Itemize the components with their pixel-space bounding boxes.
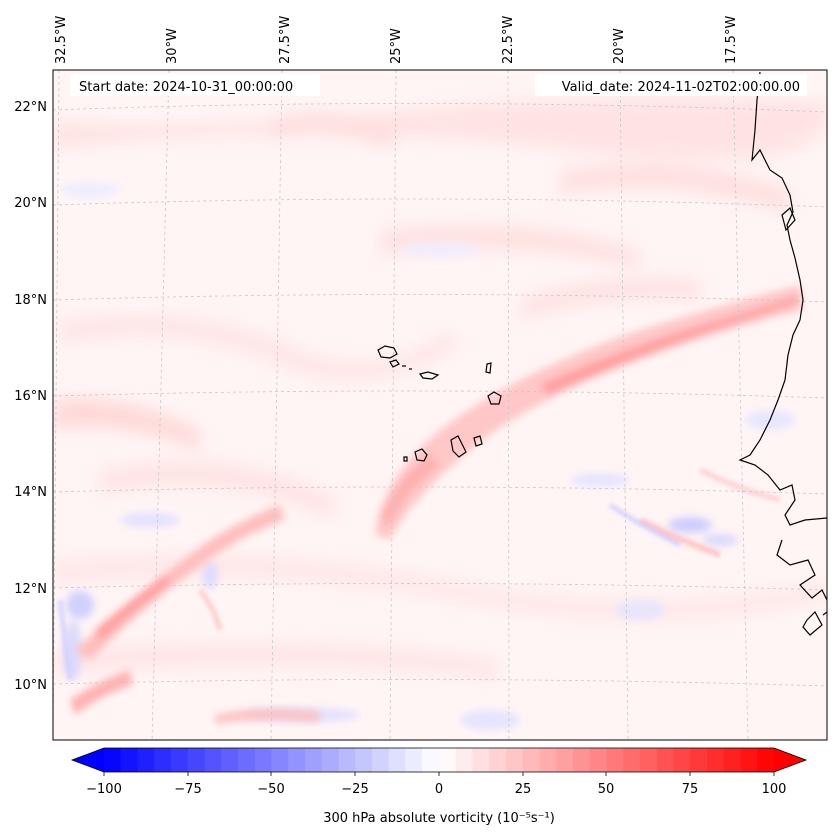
colorbar-segment xyxy=(120,748,139,772)
colorbar-segment xyxy=(154,748,172,772)
colorbar-tick-label: 75 xyxy=(682,782,699,797)
colorbar-segment xyxy=(254,748,273,772)
lat-label: 20°N xyxy=(14,196,47,211)
colorbar-segments xyxy=(104,748,775,772)
colorbar-segment xyxy=(690,748,708,772)
colorbar-segment xyxy=(187,748,206,772)
vorticity-field xyxy=(53,96,827,730)
colorbar-segment xyxy=(338,748,356,772)
lon-label: 27.5°W xyxy=(278,16,293,64)
colorbar-tick-label: 100 xyxy=(762,782,787,797)
colorbar-segment xyxy=(539,748,557,772)
lon-label: 20°W xyxy=(612,28,627,64)
colorbar-segment xyxy=(405,748,423,772)
lat-label: 12°N xyxy=(14,582,47,597)
colorbar-tick-labels: −100 −75 −50 −25 0 25 50 75 100 xyxy=(86,782,786,797)
map-frame xyxy=(52,69,828,741)
lat-label: 18°N xyxy=(14,293,47,308)
colorbar-segment xyxy=(439,748,457,772)
colorbar-segment xyxy=(573,748,591,772)
map-panel: Start date: 2024-10-31_00:00:00 Valid_da… xyxy=(52,69,828,741)
colorbar-segment xyxy=(606,748,624,772)
colorbar-segment xyxy=(204,748,222,772)
colorbar-segment xyxy=(321,748,340,772)
lon-label: 25°W xyxy=(389,28,404,64)
colorbar-segment xyxy=(137,748,155,772)
graticule xyxy=(53,70,827,740)
colorbar-segment xyxy=(673,748,691,772)
colorbar-tick-label: 25 xyxy=(515,782,532,797)
colorbar-tick-label: −50 xyxy=(257,782,284,797)
colorbar-tick-label: 50 xyxy=(598,782,615,797)
colorbar-tick-label: 0 xyxy=(435,782,443,797)
start-date-text: Start date: 2024-10-31_00:00:00 xyxy=(79,80,293,95)
colorbar-extend-low xyxy=(72,748,104,772)
colorbar-segment xyxy=(740,748,758,772)
lon-label: 30°W xyxy=(165,28,180,64)
colorbar-segment xyxy=(372,748,390,772)
lat-label: 14°N xyxy=(14,485,47,500)
colorbar-segment xyxy=(656,748,675,772)
colorbar-ticks xyxy=(103,772,775,776)
colorbar-segment xyxy=(171,748,189,772)
colorbar-segment xyxy=(589,748,608,772)
coastline xyxy=(738,71,827,636)
cape-verde-islands xyxy=(377,345,502,462)
start-date-annotation: Start date: 2024-10-31_00:00:00 xyxy=(70,74,320,96)
colorbar-segment xyxy=(422,748,440,772)
colorbar-segment xyxy=(238,748,256,772)
colorbar-tick-label: −25 xyxy=(341,782,368,797)
colorbar: −100 −75 −50 −25 0 25 50 75 100 300 hPa … xyxy=(70,747,808,826)
colorbar-segment xyxy=(305,748,323,772)
colorbar-segment xyxy=(556,748,574,772)
valid-date-annotation: Valid_date: 2024-11-02T02:00:00.00 xyxy=(535,74,807,96)
colorbar-segment xyxy=(388,748,407,772)
colorbar-segment xyxy=(640,748,658,772)
valid-date-text: Valid_date: 2024-11-02T02:00:00.00 xyxy=(562,80,800,95)
lon-label: 32.5°W xyxy=(54,16,69,64)
colorbar-segment xyxy=(221,748,239,772)
colorbar-segment xyxy=(271,748,289,772)
colorbar-segment xyxy=(707,748,725,772)
colorbar-segment xyxy=(623,748,641,772)
colorbar-tick-label: −100 xyxy=(86,782,122,797)
colorbar-segment xyxy=(723,748,742,772)
lon-label: 22.5°W xyxy=(501,16,516,64)
lat-label: 22°N xyxy=(14,100,47,115)
colorbar-segment xyxy=(489,748,507,772)
longitude-labels: 32.5°W 30°W 27.5°W 25°W 22.5°W 20°W 17.5… xyxy=(54,16,739,64)
colorbar-segment xyxy=(104,748,122,772)
colorbar-segment xyxy=(506,748,524,772)
colorbar-segment xyxy=(757,748,775,772)
colorbar-segment xyxy=(355,748,373,772)
lat-label: 10°N xyxy=(14,678,47,693)
colorbar-tick-label: −75 xyxy=(174,782,201,797)
colorbar-segment xyxy=(472,748,490,772)
latitude-labels: 22°N 20°N 18°N 16°N 14°N 12°N 10°N xyxy=(14,100,47,693)
colorbar-extend-high xyxy=(774,748,806,772)
colorbar-segment xyxy=(522,748,541,772)
colorbar-label: 300 hPa absolute vorticity (10⁻⁵s⁻¹) xyxy=(323,811,555,826)
lon-label: 17.5°W xyxy=(724,16,739,64)
lat-label: 16°N xyxy=(14,389,47,404)
colorbar-segment xyxy=(288,748,306,772)
colorbar-segment xyxy=(455,748,474,772)
